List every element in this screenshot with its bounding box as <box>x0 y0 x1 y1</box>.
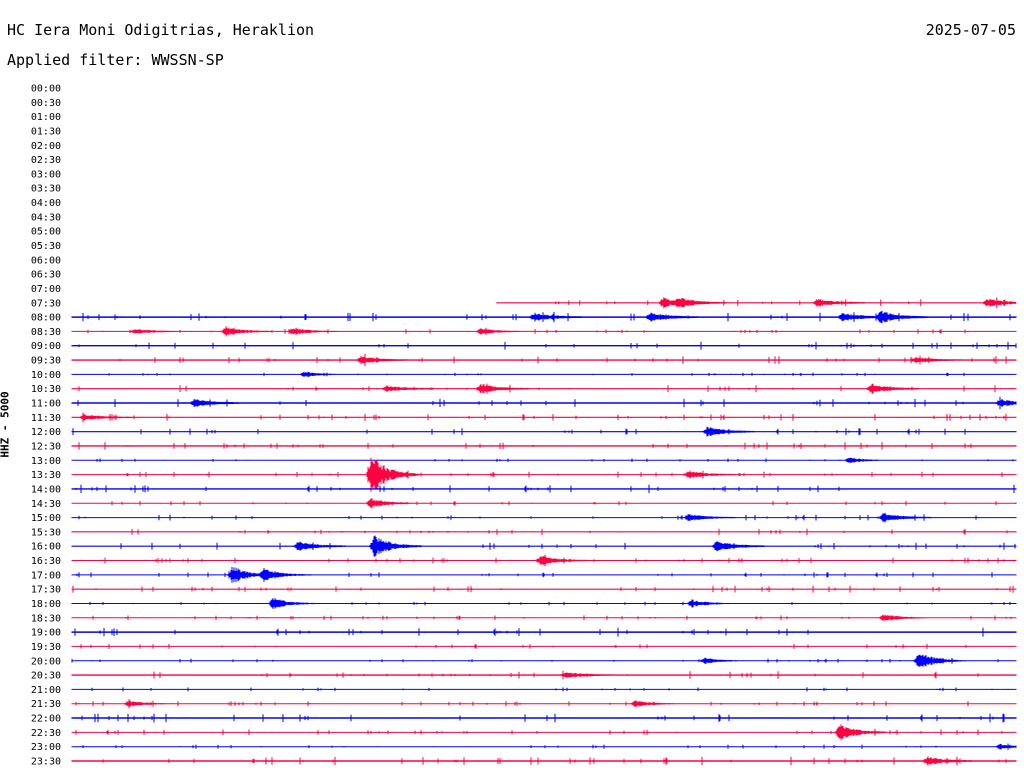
row-time-label: 11:30 <box>31 413 61 424</box>
trace-row-0900 <box>71 341 1017 350</box>
row-time-label: 08:30 <box>31 327 61 338</box>
trace-row-2330 <box>71 756 1017 766</box>
row-time-label: 15:00 <box>31 513 61 524</box>
trace-row-1000 <box>71 371 1017 377</box>
row-time-label: 04:30 <box>31 212 61 223</box>
row-time-label: 21:30 <box>31 699 61 710</box>
trace-row-1630 <box>71 554 1017 567</box>
row-time-label: 14:30 <box>31 499 61 510</box>
filter-label: Applied filter: WWSSN-SP <box>7 51 224 69</box>
row-time-label: 00:30 <box>31 98 61 109</box>
row-time-label: 20:30 <box>31 671 61 682</box>
row-time-label: 03:30 <box>31 184 61 195</box>
row-time-label: 01:00 <box>31 112 61 123</box>
row-time-label: 16:30 <box>31 556 61 567</box>
trace-row-1100 <box>71 396 1017 410</box>
trace-row-0730 <box>496 297 1017 309</box>
trace-row-2030 <box>71 670 1017 680</box>
row-time-label: 23:00 <box>31 742 61 753</box>
row-time-label: 06:30 <box>31 270 61 281</box>
trace-row-0930 <box>71 353 1017 367</box>
row-time-label: 16:00 <box>31 542 61 553</box>
trace-row-1830 <box>71 614 1017 621</box>
row-time-label: 05:00 <box>31 227 61 238</box>
trace-row-2300 <box>71 743 1017 750</box>
row-time-label: 03:00 <box>31 169 61 180</box>
row-time-label: 06:00 <box>31 255 61 266</box>
row-time-label: 02:30 <box>31 155 61 166</box>
trace-row-2130 <box>71 699 1017 709</box>
row-time-label: 09:30 <box>31 356 61 367</box>
row-time-label: 21:00 <box>31 685 61 696</box>
trace-row-2230 <box>71 724 1017 741</box>
trace-row-2200 <box>71 713 1017 723</box>
row-time-label: 15:30 <box>31 527 61 538</box>
row-time-label: 07:00 <box>31 284 61 295</box>
trace-row-2100 <box>71 687 1017 692</box>
trace-row-0830 <box>71 326 1017 337</box>
trace-row-1600 <box>71 535 1017 557</box>
trace-row-1530 <box>71 528 1017 536</box>
row-time-label: 00:00 <box>31 84 61 95</box>
trace-row-0800 <box>71 310 1017 324</box>
row-time-label: 17:30 <box>31 585 61 596</box>
trace-row-1930 <box>71 643 1017 649</box>
row-time-label: 02:00 <box>31 141 61 152</box>
row-time-label: 12:30 <box>31 441 61 452</box>
row-time-label: 05:30 <box>31 241 61 252</box>
row-time-label: 19:00 <box>31 628 61 639</box>
station-title: HC Iera Moni Odigitrias, Heraklion <box>7 21 315 39</box>
trace-row-1400 <box>71 484 1017 494</box>
row-time-label: 20:00 <box>31 656 61 667</box>
row-time-label: 08:00 <box>31 313 61 324</box>
row-time-label: 13:30 <box>31 470 61 481</box>
row-time-label: 17:00 <box>31 570 61 581</box>
trace-row-1130 <box>71 412 1017 423</box>
row-time-label: 09:00 <box>31 341 61 352</box>
trace-row-1730 <box>71 585 1017 593</box>
trace-row-1230 <box>71 442 1017 450</box>
row-time-label: 23:30 <box>31 757 61 768</box>
row-time-label: 12:00 <box>31 427 61 438</box>
trace-row-1700 <box>71 567 1017 583</box>
row-time-label: 07:30 <box>31 298 61 309</box>
trace-row-1300 <box>71 457 1017 463</box>
trace-row-1900 <box>71 627 1017 637</box>
trace-row-1800 <box>71 598 1017 609</box>
row-time-label: 18:30 <box>31 613 61 624</box>
row-time-label: 13:00 <box>31 456 61 467</box>
row-time-label: 11:00 <box>31 399 61 410</box>
trace-row-1030 <box>71 383 1017 394</box>
row-time-label: 01:30 <box>31 126 61 137</box>
row-time-label: 22:00 <box>31 714 61 725</box>
trace-row-1200 <box>71 426 1017 437</box>
row-time-label: 10:00 <box>31 370 61 381</box>
row-time-label: 14:00 <box>31 484 61 495</box>
row-time-label: 19:30 <box>31 642 61 653</box>
trace-row-1330 <box>71 457 1017 492</box>
trace-row-1500 <box>71 512 1017 523</box>
row-time-label: 18:00 <box>31 599 61 610</box>
row-time-label: 04:00 <box>31 198 61 209</box>
trace-row-1430 <box>71 498 1017 509</box>
date-label: 2025-07-05 <box>925 21 1016 39</box>
row-time-label: 10:30 <box>31 384 61 395</box>
trace-row-2000 <box>71 654 1017 667</box>
row-time-label: 22:30 <box>31 728 61 739</box>
